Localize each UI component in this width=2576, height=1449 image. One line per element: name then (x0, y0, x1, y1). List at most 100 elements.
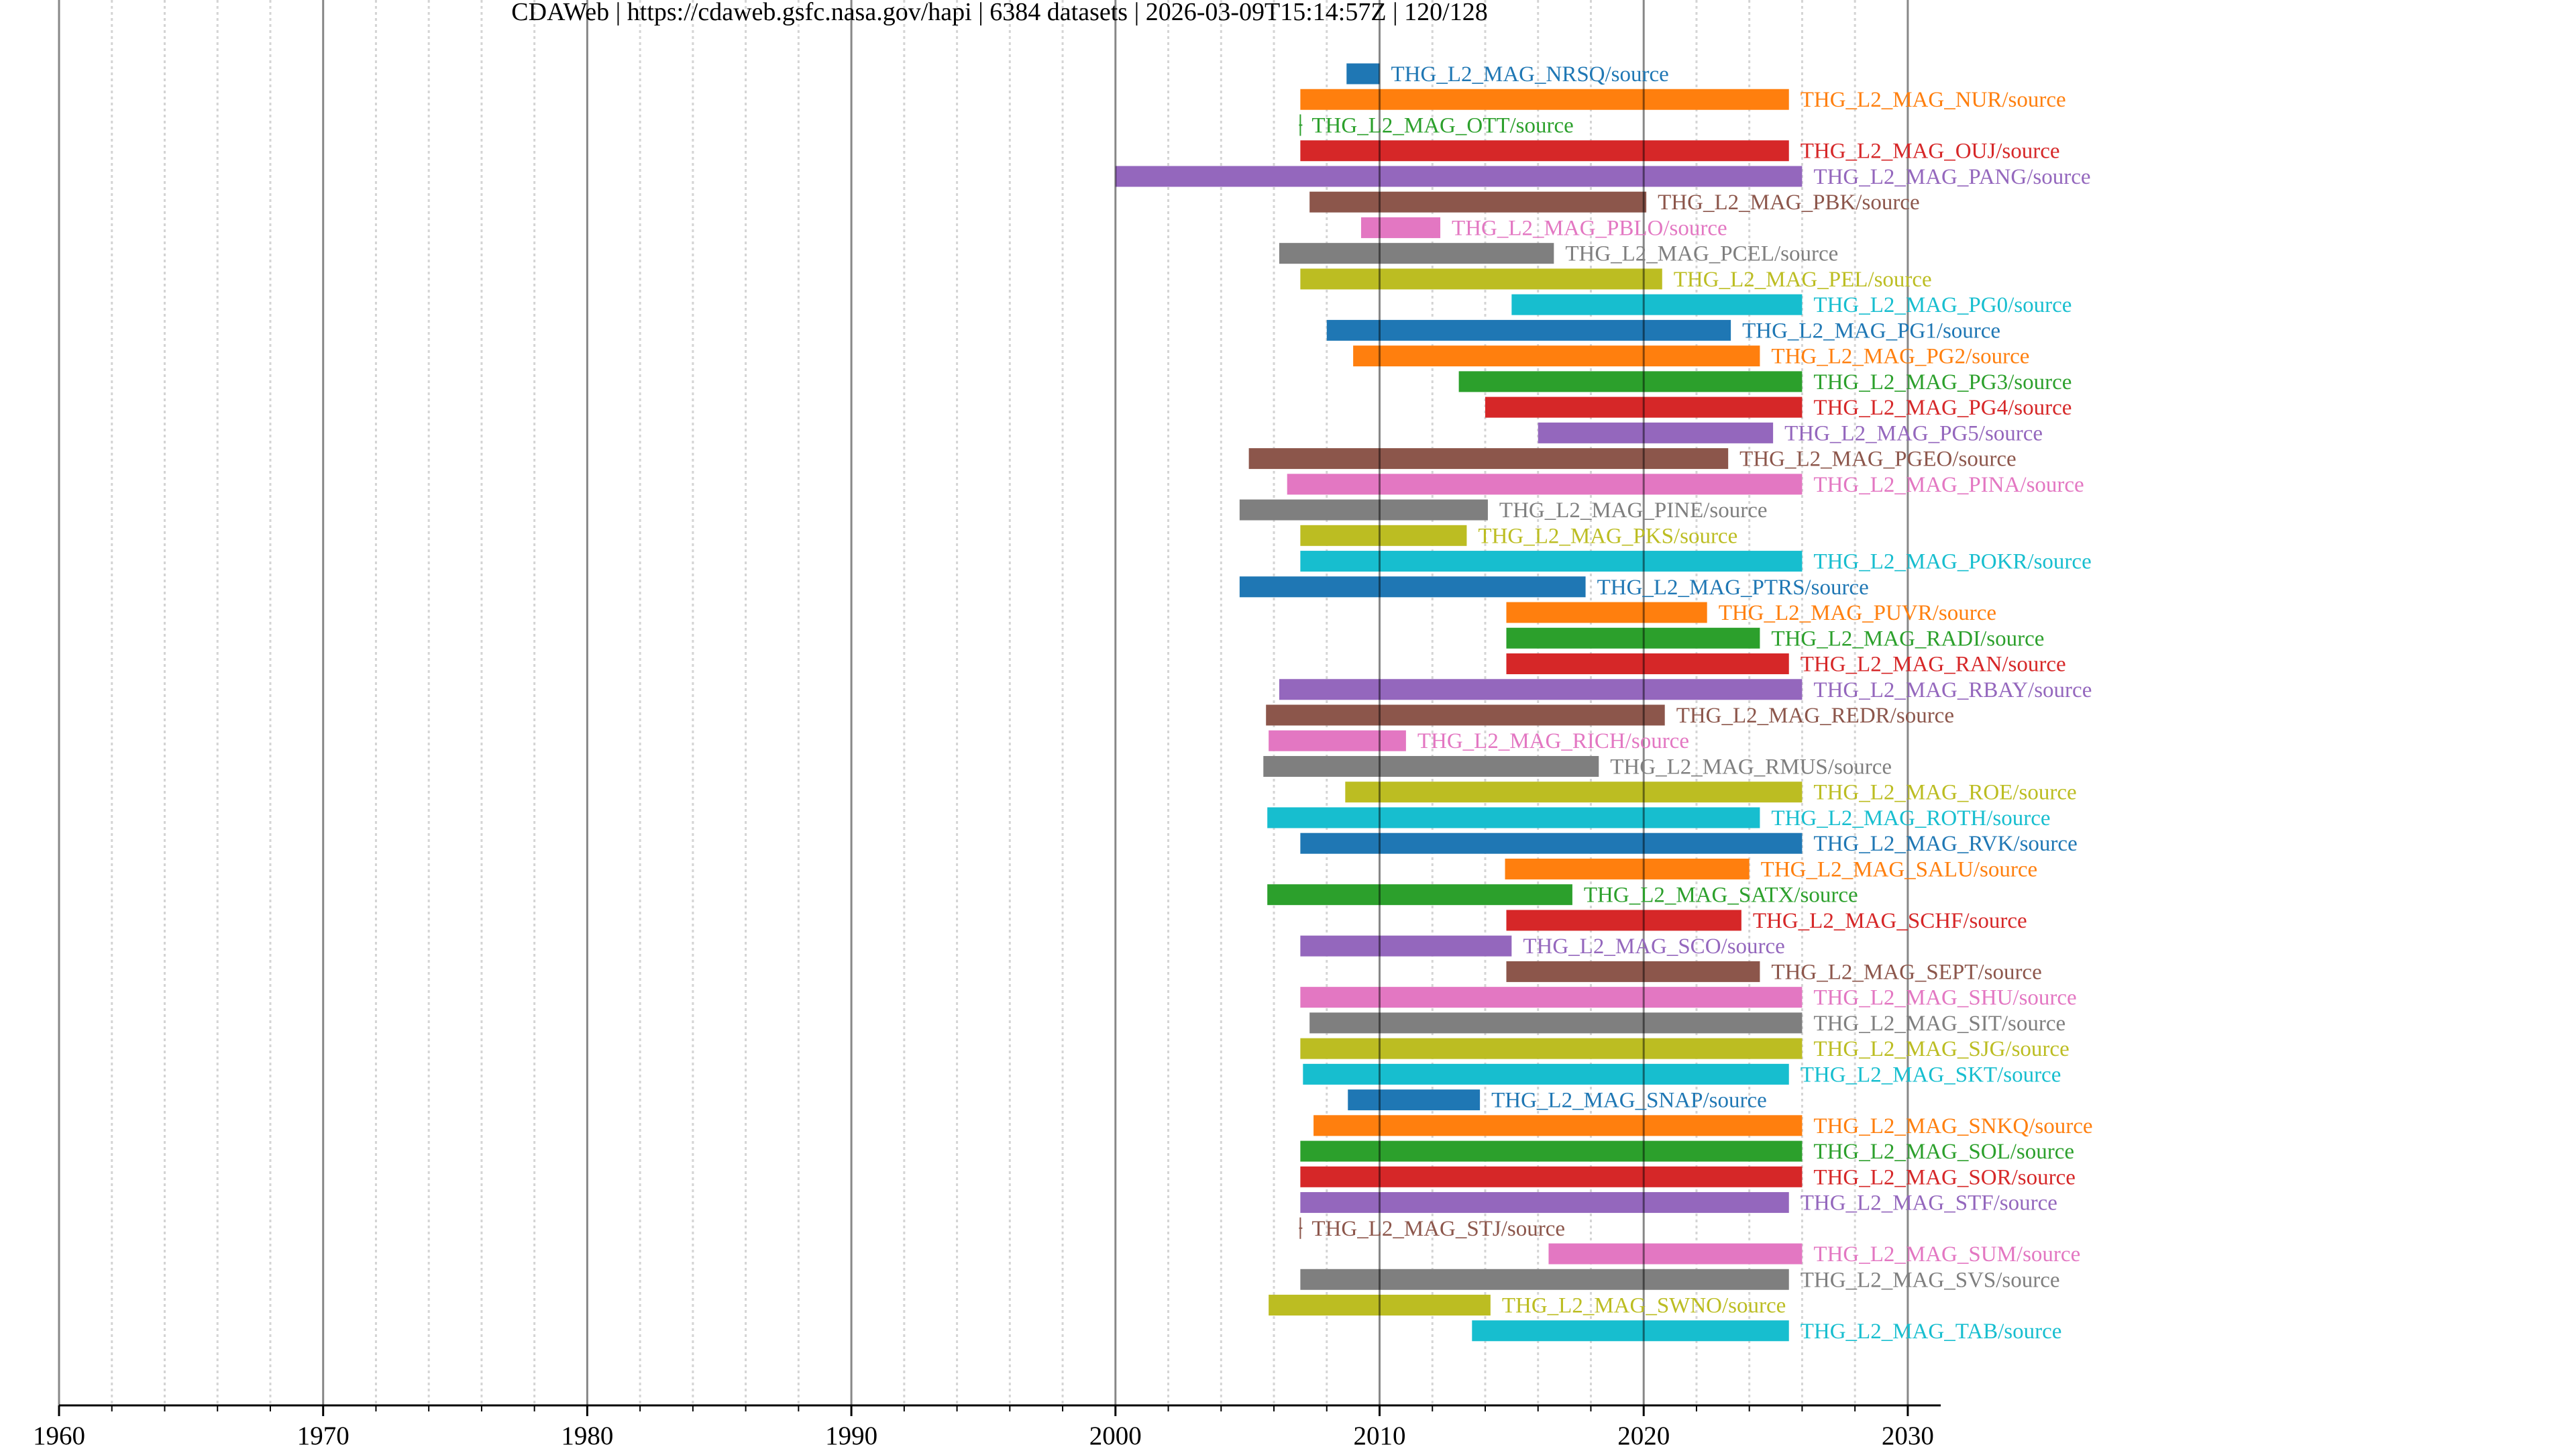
dataset-bar[interactable] (1506, 910, 1741, 931)
dataset-label[interactable]: THG_L2_MAG_RADI/source (1771, 627, 2044, 651)
dataset-label[interactable]: THG_L2_MAG_SNAP/source (1491, 1089, 1767, 1113)
dataset-label[interactable]: THG_L2_MAG_PEL/source (1674, 268, 1932, 292)
dataset-bar[interactable] (1239, 576, 1586, 598)
dataset-label[interactable]: THG_L2_MAG_RVK/source (1813, 832, 2077, 856)
dataset-bar[interactable] (1300, 833, 1803, 854)
dataset-label[interactable]: THG_L2_MAG_PINA/source (1813, 473, 2084, 497)
dataset-bar[interactable] (1269, 1295, 1491, 1316)
dataset-label[interactable]: THG_L2_MAG_RMUS/source (1610, 755, 1892, 779)
dataset-bar[interactable] (1348, 1089, 1481, 1111)
dataset-label[interactable]: THG_L2_MAG_PCEL/source (1565, 242, 1838, 266)
dataset-bar[interactable] (1472, 1320, 1789, 1342)
x-tick-label: 2010 (1354, 1421, 1406, 1449)
dataset-bar[interactable] (1360, 217, 1441, 238)
dataset-bar[interactable] (1300, 1192, 1789, 1214)
dataset-label[interactable]: THG_L2_MAG_SWNO/source (1502, 1294, 1786, 1318)
dataset-bar[interactable] (1505, 858, 1750, 879)
dataset-bar[interactable] (1309, 191, 1647, 213)
dataset-label[interactable]: THG_L2_MAG_NRSQ/source (1391, 62, 1669, 87)
dataset-bar[interactable] (1346, 63, 1380, 85)
dataset-label[interactable]: THG_L2_MAG_SEPT/source (1771, 960, 2041, 984)
dataset-bar[interactable] (1300, 140, 1789, 162)
dataset-bar[interactable] (1300, 268, 1662, 290)
dataset-label[interactable]: THG_L2_MAG_STF/source (1801, 1191, 2057, 1216)
dataset-bar[interactable] (1548, 1243, 1803, 1265)
x-tick-label: 2030 (1882, 1421, 1934, 1449)
dataset-bar[interactable] (1309, 1012, 1803, 1034)
dataset-label[interactable]: THG_L2_MAG_RAN/source (1801, 653, 2066, 677)
dataset-label[interactable]: THG_L2_MAG_OTT/source (1311, 113, 1573, 138)
dataset-bar[interactable] (1267, 807, 1760, 828)
dataset-bar[interactable] (1263, 755, 1599, 777)
dataset-label[interactable]: THG_L2_MAG_POKR/source (1813, 550, 2091, 574)
dataset-label[interactable]: THG_L2_MAG_PG3/source (1813, 370, 2072, 394)
dataset-label[interactable]: THG_L2_MAG_SOR/source (1813, 1165, 2075, 1189)
dataset-label[interactable]: THG_L2_MAG_PUVR/source (1719, 601, 1996, 625)
dataset-label[interactable]: THG_L2_MAG_ROE/source (1813, 781, 2076, 805)
dataset-label[interactable]: THG_L2_MAG_SALU/source (1761, 857, 2037, 881)
dataset-label[interactable]: THG_L2_MAG_SHU/source (1813, 986, 2076, 1010)
dataset-bar[interactable] (1287, 474, 1803, 495)
dataset-bar[interactable] (1267, 884, 1572, 906)
dataset-label[interactable]: THG_L2_MAG_RBAY/source (1813, 678, 2092, 702)
dataset-bar[interactable] (1300, 89, 1789, 110)
dataset-label[interactable]: THG_L2_MAG_TAB/source (1801, 1320, 2062, 1344)
dataset-label[interactable]: THG_L2_MAG_SNKQ/source (1813, 1114, 2092, 1138)
dataset-bar[interactable] (1458, 371, 1803, 392)
dataset-label[interactable]: THG_L2_MAG_PTRS/source (1597, 576, 1869, 600)
dataset-label[interactable]: THG_L2_MAG_SCHF/source (1753, 909, 2027, 933)
dataset-label[interactable]: THG_L2_MAG_ROTH/source (1771, 806, 2050, 830)
dataset-label[interactable]: THG_L2_MAG_REDR/source (1676, 704, 1954, 728)
dataset-label[interactable]: THG_L2_MAG_PG2/source (1771, 345, 2029, 369)
dataset-bar[interactable] (1506, 961, 1760, 982)
dataset-label[interactable]: THG_L2_MAG_OUJ/source (1801, 140, 2060, 164)
dataset-label[interactable]: THG_L2_MAG_SCO/source (1523, 934, 1784, 959)
dataset-label[interactable]: THG_L2_MAG_SJG/source (1813, 1037, 2069, 1061)
dataset-label[interactable]: THG_L2_MAG_PKS/source (1478, 524, 1737, 548)
dataset-label[interactable]: THG_L2_MAG_SVS/source (1801, 1268, 2060, 1292)
dataset-label[interactable]: THG_L2_MAG_PBLO/source (1452, 216, 1727, 240)
dataset-bar[interactable] (1303, 1063, 1789, 1085)
dataset-label[interactable]: THG_L2_MAG_PG1/source (1742, 319, 2000, 343)
dataset-bar[interactable] (1506, 653, 1789, 675)
dataset-bar[interactable] (1266, 704, 1665, 726)
dataset-bar[interactable] (1279, 679, 1803, 700)
dataset-bar[interactable] (1506, 627, 1760, 649)
dataset-label[interactable]: THG_L2_MAG_SUM/source (1813, 1242, 2080, 1267)
dataset-label[interactable]: THG_L2_MAG_NUR/source (1801, 88, 2066, 112)
dataset-bar[interactable] (1269, 730, 1406, 751)
dataset-bar[interactable] (1300, 1140, 1803, 1162)
dataset-label[interactable]: THG_L2_MAG_SOL/source (1813, 1140, 2074, 1164)
dataset-bar[interactable] (1300, 1166, 1803, 1187)
dataset-bar[interactable] (1538, 422, 1774, 443)
dataset-bar[interactable] (1248, 448, 1729, 470)
dataset-bar[interactable] (1300, 525, 1467, 546)
dataset-label[interactable]: THG_L2_MAG_PG5/source (1784, 421, 2043, 445)
dataset-bar[interactable] (1485, 396, 1803, 418)
dataset-label[interactable]: THG_L2_MAG_RICH/source (1417, 729, 1689, 753)
dataset-bar[interactable] (1345, 782, 1803, 803)
dataset-bar[interactable] (1279, 243, 1554, 264)
dataset-label[interactable]: THG_L2_MAG_PBK/source (1658, 191, 1919, 215)
dataset-bar[interactable] (1300, 551, 1803, 572)
dataset-bar[interactable] (1300, 1038, 1803, 1059)
dataset-label[interactable]: THG_L2_MAG_PG4/source (1813, 396, 2072, 420)
dataset-bar[interactable] (1115, 166, 1803, 187)
dataset-bar[interactable] (1506, 602, 1707, 623)
dataset-bar[interactable] (1313, 1115, 1803, 1136)
dataset-bar[interactable] (1326, 319, 1731, 341)
dataset-label[interactable]: THG_L2_MAG_PANG/source (1813, 165, 2090, 189)
dataset-label[interactable]: THG_L2_MAG_PINE/source (1499, 498, 1768, 523)
dataset-bar[interactable] (1511, 294, 1803, 315)
dataset-bar[interactable] (1300, 987, 1803, 1008)
dataset-bar[interactable] (1300, 1269, 1789, 1290)
dataset-label[interactable]: THG_L2_MAG_STJ/source (1311, 1217, 1565, 1241)
dataset-label[interactable]: THG_L2_MAG_PG0/source (1813, 293, 2072, 317)
dataset-bar[interactable] (1353, 345, 1760, 367)
dataset-bar[interactable] (1300, 935, 1512, 957)
dataset-bar[interactable] (1239, 499, 1488, 521)
dataset-label[interactable]: THG_L2_MAG_PGEO/source (1739, 447, 2016, 472)
dataset-label[interactable]: THG_L2_MAG_SIT/source (1813, 1012, 2065, 1036)
dataset-label[interactable]: THG_L2_MAG_SATX/source (1584, 883, 1858, 908)
dataset-label[interactable]: THG_L2_MAG_SKT/source (1801, 1063, 2061, 1087)
